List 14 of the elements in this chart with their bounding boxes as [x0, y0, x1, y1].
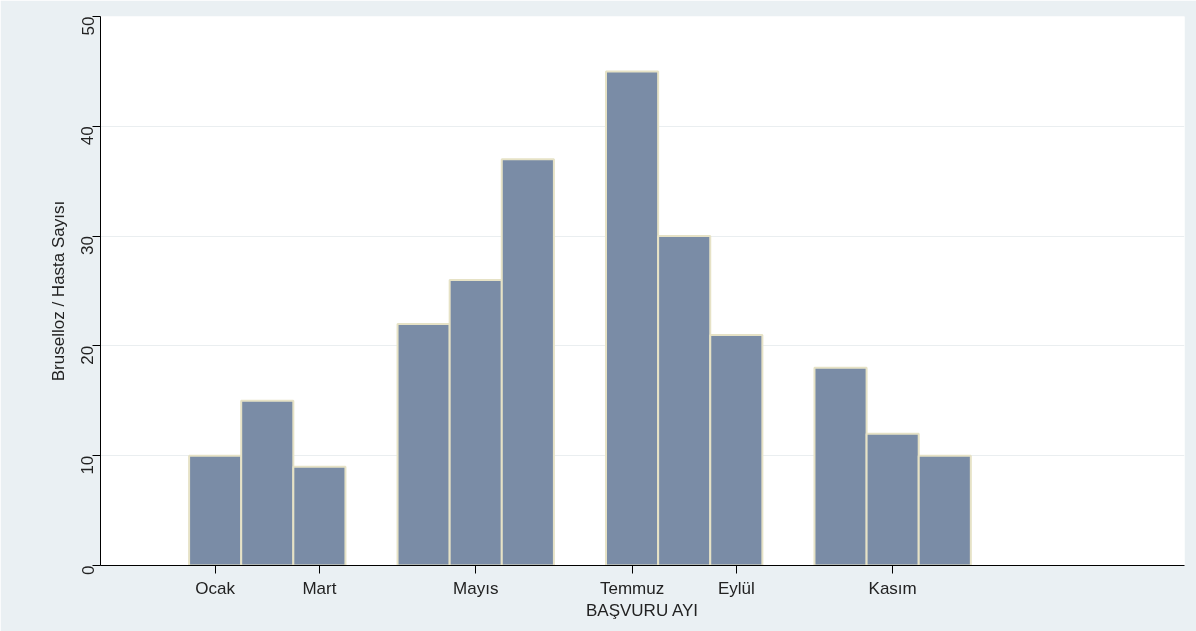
- y-tick-label: 0: [78, 565, 98, 575]
- y-tick-label: 10: [78, 455, 98, 475]
- y-tick-label: 40: [78, 126, 98, 146]
- x-tick-label: Mart: [302, 578, 337, 598]
- x-tick-label: Mayıs: [453, 578, 499, 598]
- x-tick-label: Kasım: [868, 578, 917, 598]
- x-axis-title: BAŞVURU AYI: [585, 600, 699, 620]
- y-tick-label: 30: [78, 236, 98, 256]
- x-tick-label: Ocak: [195, 578, 236, 598]
- x-tick-label: Temmuz: [599, 578, 665, 598]
- x-tick-label: Eylül: [717, 578, 755, 598]
- y-tick-label: 50: [78, 16, 98, 36]
- y-tick-label: 20: [78, 345, 98, 365]
- y-axis-title: Bruselloz / Hasta Sayısı: [48, 200, 68, 382]
